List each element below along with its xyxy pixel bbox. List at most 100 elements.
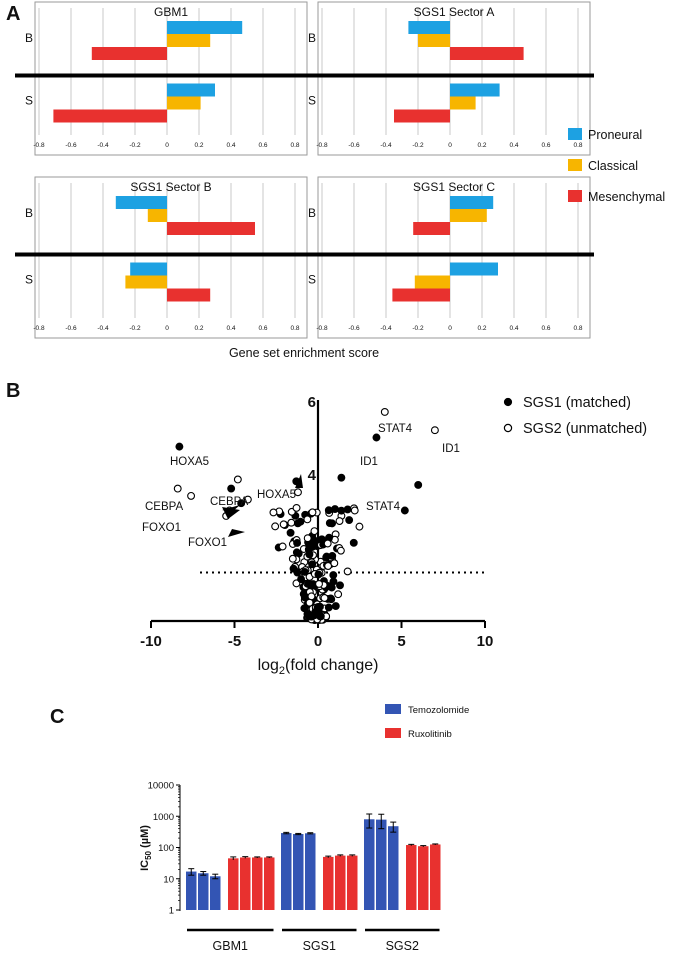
legend-swatch-mesenchymal (568, 190, 582, 202)
group-label: GBM1 (213, 939, 248, 953)
bar-temozolomide-sgs1 (305, 833, 316, 910)
x-tick-label: 0.2 (477, 142, 486, 149)
x-tick-label: 0.8 (290, 325, 299, 332)
x-tick-label: 0.6 (541, 325, 550, 332)
point-sgs1 (331, 602, 340, 610)
point-sgs2 (308, 508, 317, 517)
panel-a-xlabel: Gene set enrichment score (229, 346, 379, 360)
panel-a-legend: Proneural Classical Mesenchymal (568, 128, 665, 204)
panel-label-c: C (50, 706, 64, 728)
subplot-title: SGS1 Sector C (413, 180, 495, 194)
legend-swatch-classical (568, 159, 582, 171)
x-tick-label: 0.4 (509, 142, 518, 149)
legend-swatch-proneural (568, 128, 582, 140)
bar-ruxolitinib-gbm1 (240, 857, 251, 910)
point-sgs2-labeled (294, 488, 302, 497)
point-sgs2 (323, 539, 332, 548)
point-sgs2 (303, 515, 312, 524)
group-label-b: B (308, 206, 316, 220)
enrichment-subplot-1: -0.8 -0.6 -0.4 -0.2 0 0.2 0.4 0.6 0.8 GBM1 B S (15, 1, 311, 156)
x-tick-label: -0.4 (380, 142, 392, 149)
enrichment-subplot-4: -0.8 -0.6 -0.4 -0.2 0 0.2 0.4 0.6 0.8 SGS1 Sector… (298, 176, 594, 339)
point-sgs1-labeled (237, 499, 246, 508)
x-tick-label: 0.4 (226, 325, 235, 332)
gene-annotation: HOXA5 (170, 456, 209, 468)
point-sgs2 (292, 503, 301, 512)
x-tick-label: 0.2 (194, 142, 203, 149)
x-tick-label: 0 (448, 142, 452, 149)
point-sgs1 (343, 505, 352, 514)
bar-temozolomide-gbm1 (198, 873, 209, 910)
point-sgs1 (314, 570, 323, 579)
bar-ruxolitinib-sgs1 (347, 855, 358, 910)
bar-proneural-s (167, 83, 215, 97)
point-sgs2-labeled (187, 491, 196, 500)
x-tick-label: -0.2 (129, 142, 141, 149)
x-tick-label: -0.4 (380, 325, 392, 332)
y-tick-label: 10000 (148, 781, 174, 792)
point-sgs2 (343, 567, 352, 576)
point-sgs1 (305, 550, 314, 559)
point-sgs2-labeled (243, 495, 252, 504)
subplot-frame (34, 176, 308, 339)
gene-annotation: ID1 (360, 456, 378, 468)
x-tick-label: 0.2 (477, 325, 486, 332)
x-tick-label: -0.2 (412, 325, 424, 332)
gene-annotation: CEBPA (210, 496, 248, 508)
legend-label-classical: Classical (588, 159, 638, 173)
point-sgs1 (337, 506, 346, 515)
x-tick-label: -0.2 (129, 325, 141, 332)
bar-classical-b (418, 34, 450, 47)
bar-ruxolitinib-sgs2 (418, 846, 429, 910)
point-sgs2-labeled (350, 506, 359, 515)
bar-classical-s (414, 275, 450, 289)
bar-temozolomide-gbm1 (210, 876, 221, 910)
point-sgs1-labeled (227, 484, 236, 493)
gene-annotation: FOXO1 (188, 537, 227, 549)
bar-ruxolitinib-sgs1 (335, 855, 346, 910)
bar-mesenchymal-b (91, 47, 167, 60)
bar-mesenchymal-s (53, 109, 167, 123)
point-sgs2 (279, 520, 288, 529)
bar-mesenchymal-b (413, 222, 450, 235)
point-sgs2 (269, 508, 278, 517)
group-label: SGS1 (303, 939, 336, 953)
x-tick-label: 0.8 (573, 142, 582, 149)
bar-ruxolitinib-gbm1 (264, 857, 275, 910)
legend-label-temozolomide: Temozolomide (408, 705, 469, 716)
bar-mesenchymal-b (167, 222, 255, 235)
point-sgs1-labeled (175, 442, 184, 451)
x-tick-label: -0.8 (33, 142, 45, 149)
point-sgs2 (315, 579, 323, 588)
annotation-arrow (295, 474, 303, 488)
point-sgs2 (305, 598, 314, 607)
point-sgs1-labeled (337, 473, 346, 482)
bar-mesenchymal-b (450, 47, 524, 60)
x-tick-label: -0.8 (33, 325, 45, 332)
point-sgs1 (315, 602, 324, 611)
bar-proneural-s (130, 262, 167, 276)
gene-annotation: STAT4 (366, 501, 401, 513)
bar-mesenchymal-s (392, 288, 450, 302)
bar-ruxolitinib-gbm1 (252, 857, 263, 910)
gene-annotation: HOXA5 (257, 489, 296, 501)
group-label-b: B (25, 206, 33, 220)
panel-label-a: A (6, 3, 20, 25)
subplot-title: GBM1 (154, 5, 188, 19)
legend-marker-sgs2 (503, 423, 513, 433)
group-label-b: B (25, 31, 33, 45)
point-sgs2-labeled (430, 426, 439, 435)
subplot-frame (317, 1, 591, 156)
bar-proneural-b (450, 196, 494, 209)
bar-mesenchymal-s (167, 288, 211, 302)
legend-label-mesenchymal: Mesenchymal (588, 190, 665, 204)
point-sgs1 (293, 519, 302, 528)
bar-mesenchymal-s (394, 109, 450, 123)
point-sgs1 (303, 610, 312, 618)
point-sgs1-labeled (400, 506, 409, 515)
x-tick-label: -0.2 (412, 142, 424, 149)
point-sgs2 (336, 546, 345, 555)
group-label-s: S (308, 94, 316, 108)
bar-classical-s (167, 96, 201, 110)
